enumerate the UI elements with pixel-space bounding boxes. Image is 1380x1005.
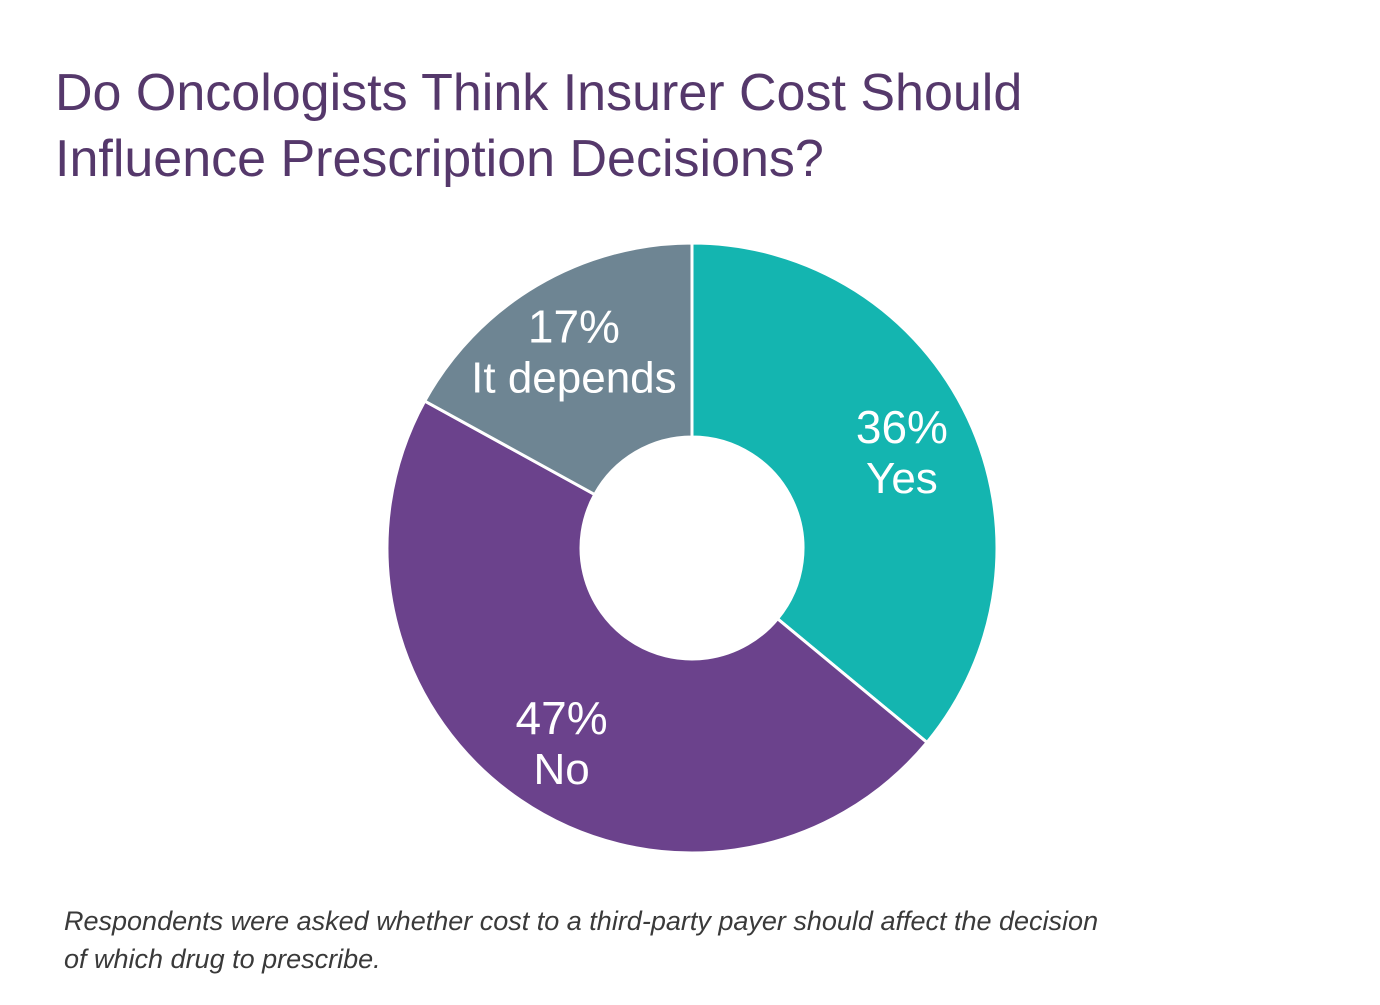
slice-layer — [385, 241, 999, 855]
slice-yes — [690, 241, 999, 745]
chart-title: Do Oncologists Think Insurer Cost Should… — [55, 60, 1305, 192]
slice-it-depends — [422, 241, 694, 497]
chart-footnote-line-2: of which drug to prescribe. — [64, 944, 381, 974]
chart-footnote: Respondents were asked whether cost to a… — [64, 902, 1284, 978]
chart-title-line-1: Do Oncologists Think Insurer Cost Should — [55, 64, 1023, 122]
slice-category-label-no: No — [533, 745, 589, 794]
chart-title-line-2: Influence Prescription Decisions? — [55, 130, 824, 188]
slice-value-label-it-depends: 17% — [528, 300, 620, 352]
slice-no — [385, 399, 930, 855]
slice-category-label-it-depends: It depends — [471, 353, 677, 402]
chart-footnote-line-1: Respondents were asked whether cost to a… — [64, 906, 1099, 936]
slice-value-label-no: 47% — [516, 692, 608, 744]
label-layer: 36%Yes 47%No 17%It depends — [471, 300, 948, 794]
slice-category-label-yes: Yes — [866, 454, 938, 503]
slice-value-label-yes: 36% — [856, 401, 948, 453]
